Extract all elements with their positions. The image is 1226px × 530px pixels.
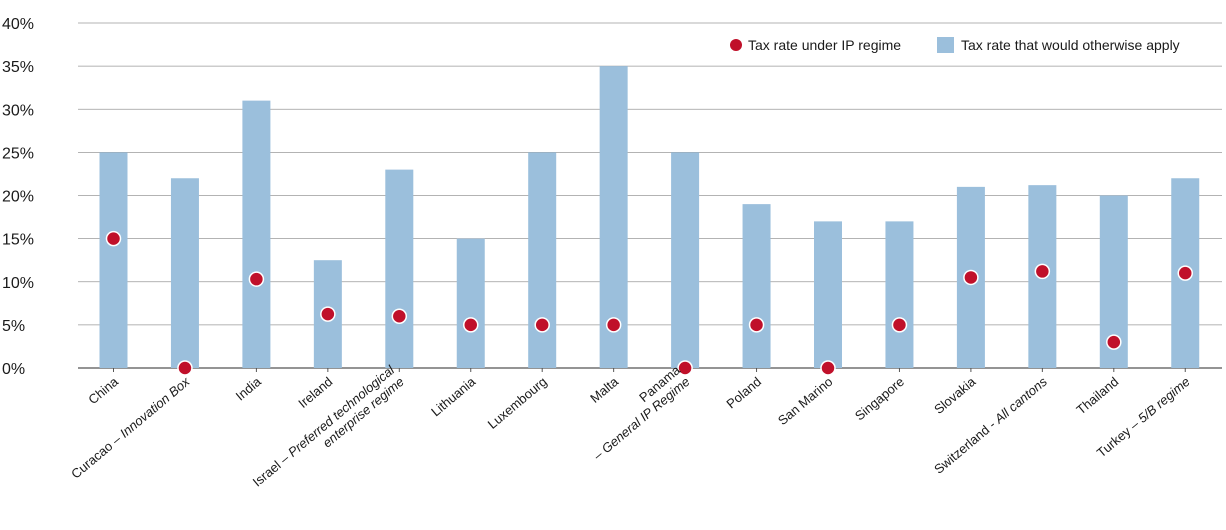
dot-ip-regime-rate: [677, 360, 693, 376]
dot-ip-regime-rate: [748, 317, 765, 333]
legend-dot-swatch: [730, 39, 742, 51]
dot-ip-regime-rate: [320, 306, 336, 322]
bar-otherwise-rate: [528, 152, 557, 368]
dot-ip-regime-rate: [105, 230, 122, 247]
dot-ip-regime-rate: [248, 271, 265, 287]
legend[interactable]: Tax rate under IP regime Tax rate that wo…: [730, 37, 1180, 53]
x-category-label-line: China: [85, 373, 121, 407]
x-category-label: Singapore: [852, 374, 907, 424]
dot-ip-regime-rate: [1106, 334, 1122, 350]
bar-otherwise-rate: [814, 221, 842, 368]
bars: [99, 66, 1200, 368]
x-category-label-line: Lithuania: [428, 373, 479, 419]
bar-otherwise-rate: [885, 221, 914, 368]
x-category-label: Lithuania: [428, 373, 479, 419]
x-category-label-line: Switzerland - All cantons: [931, 374, 1050, 477]
x-category-label: India: [233, 373, 265, 403]
x-category-label: Switzerland - All cantons: [931, 374, 1050, 477]
dot-ip-regime-rate: [463, 317, 479, 333]
dot-ip-regime-rate: [391, 308, 408, 324]
x-category-label-line: Thailand: [1073, 374, 1121, 418]
bar-otherwise-rate: [671, 152, 700, 368]
y-tick-label: 25%: [2, 145, 34, 162]
dot-ip-regime-rate: [605, 317, 622, 333]
x-category-label: Poland: [723, 374, 764, 412]
legend-bar-swatch: [937, 37, 954, 53]
y-axis-ticks: 0% 5% 10% 15% 20% 25% 30% 35% 40%: [2, 16, 34, 378]
bar-otherwise-rate: [99, 152, 128, 368]
dots: [105, 230, 1193, 376]
x-category-label-line: Singapore: [852, 374, 907, 424]
y-tick-label: 20%: [2, 189, 34, 206]
y-tick-label: 0%: [2, 361, 25, 378]
y-tick-label: 40%: [2, 16, 34, 33]
x-category-label-line: Poland: [723, 374, 764, 412]
x-category-label: Ireland: [295, 374, 335, 411]
x-category-label: Slovakia: [931, 373, 979, 417]
x-category-label: Curacao – Innovation Box: [68, 374, 193, 482]
y-tick-label: 35%: [2, 59, 34, 76]
dot-ip-regime-rate: [1034, 263, 1051, 280]
dot-ip-regime-rate: [534, 317, 550, 333]
bar-otherwise-rate: [170, 178, 199, 368]
dot-ip-regime-rate: [177, 360, 193, 376]
x-category-label-line: Luxembourg: [485, 374, 550, 432]
x-category-label: Malta: [587, 373, 622, 405]
x-category-label-line: Curacao – Innovation Box: [68, 374, 193, 482]
y-tick-label: 15%: [2, 232, 34, 249]
dot-ip-regime-rate: [891, 317, 908, 333]
x-category-label-line: Ireland: [295, 374, 335, 411]
x-category-label: Luxembourg: [485, 374, 550, 432]
y-tick-label: 10%: [2, 275, 34, 292]
x-category-label: San Marino: [775, 374, 836, 428]
dot-ip-regime-rate: [1177, 265, 1193, 281]
x-category-label: China: [85, 373, 121, 407]
bar-otherwise-rate: [242, 100, 271, 368]
x-category-label: Thailand: [1073, 374, 1121, 418]
y-tick-label: 30%: [2, 102, 34, 119]
bar-otherwise-rate: [742, 204, 771, 368]
x-category-label-line: Slovakia: [931, 373, 979, 417]
x-category-label-line: India: [233, 373, 265, 403]
x-category-label: Panama– General IP Regime: [590, 362, 692, 463]
bar-otherwise-rate: [385, 169, 414, 368]
y-tick-label: 5%: [2, 318, 25, 335]
dot-ip-regime-rate: [963, 269, 979, 286]
x-category-label-line: Malta: [587, 373, 622, 405]
bar-otherwise-rate: [456, 238, 485, 368]
legend-label-otherwise-rate: Tax rate that would otherwise apply: [961, 37, 1180, 53]
dot-ip-regime-rate: [820, 360, 836, 376]
legend-label-ip-regime: Tax rate under IP regime: [748, 37, 901, 53]
x-category-label-line: San Marino: [775, 374, 836, 428]
